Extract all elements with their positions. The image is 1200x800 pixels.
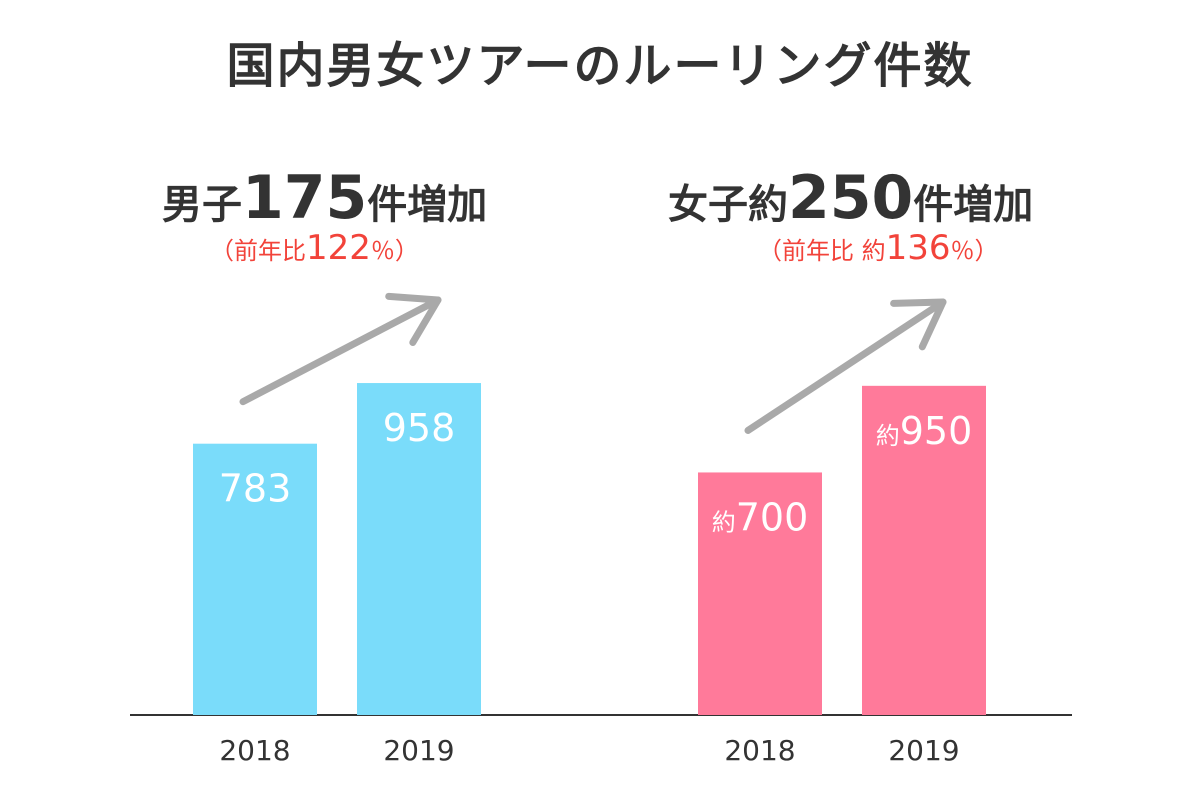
male-bar-2018	[193, 443, 317, 715]
male-tick-2019: 2019	[383, 734, 454, 767]
female-value-label-2018: 約700	[712, 495, 809, 539]
male-value-label-2019: 958	[383, 406, 456, 450]
female-trend-arrow	[744, 298, 947, 434]
male-headline: 男子175件増加	[162, 163, 487, 233]
female-yoy-value: 136	[885, 228, 951, 268]
female-yoy-close: ）	[974, 237, 999, 265]
male-bar-2019	[357, 383, 481, 715]
female-trend-arrowhead	[890, 298, 947, 351]
male-yoy-label: 前年比	[234, 237, 306, 265]
male-yoy: （前年比122％）	[210, 228, 419, 268]
female-yoy: （前年比 約136％）	[758, 228, 999, 268]
female-tick-2018: 2018	[724, 734, 795, 767]
female-tick-2019: 2019	[888, 734, 959, 767]
male-tick-2018: 2018	[219, 734, 290, 767]
female-bar-2019	[862, 385, 986, 715]
female-yoy-unit: ％	[950, 237, 975, 265]
male-value-label-2018: 783	[219, 467, 292, 511]
male-headline-suffix: 件増加	[367, 182, 488, 228]
male-headline-number: 175	[242, 163, 368, 233]
female-value-label-2019: 約950	[876, 409, 973, 453]
female-bar-2018	[698, 472, 822, 715]
female-headline-prefix: 女子約	[668, 182, 788, 228]
female-headline: 女子約250件増加	[668, 163, 1033, 233]
female-headline-number: 250	[788, 163, 914, 233]
male-trend-arrow	[239, 296, 442, 406]
male-trend-arrowhead	[385, 292, 442, 347]
male-headline-prefix: 男子	[162, 182, 242, 228]
male-yoy-open: （	[210, 237, 234, 265]
male-yoy-value: 122	[306, 228, 371, 268]
female-yoy-open: （	[758, 237, 782, 265]
chart-title: 国内男女ツアーのルーリング件数	[226, 38, 974, 94]
male-yoy-unit: ％	[370, 237, 395, 265]
female-yoy-label: 前年比 約	[782, 237, 886, 265]
male-yoy-close: ）	[394, 237, 419, 265]
female-headline-suffix: 件増加	[913, 182, 1034, 228]
